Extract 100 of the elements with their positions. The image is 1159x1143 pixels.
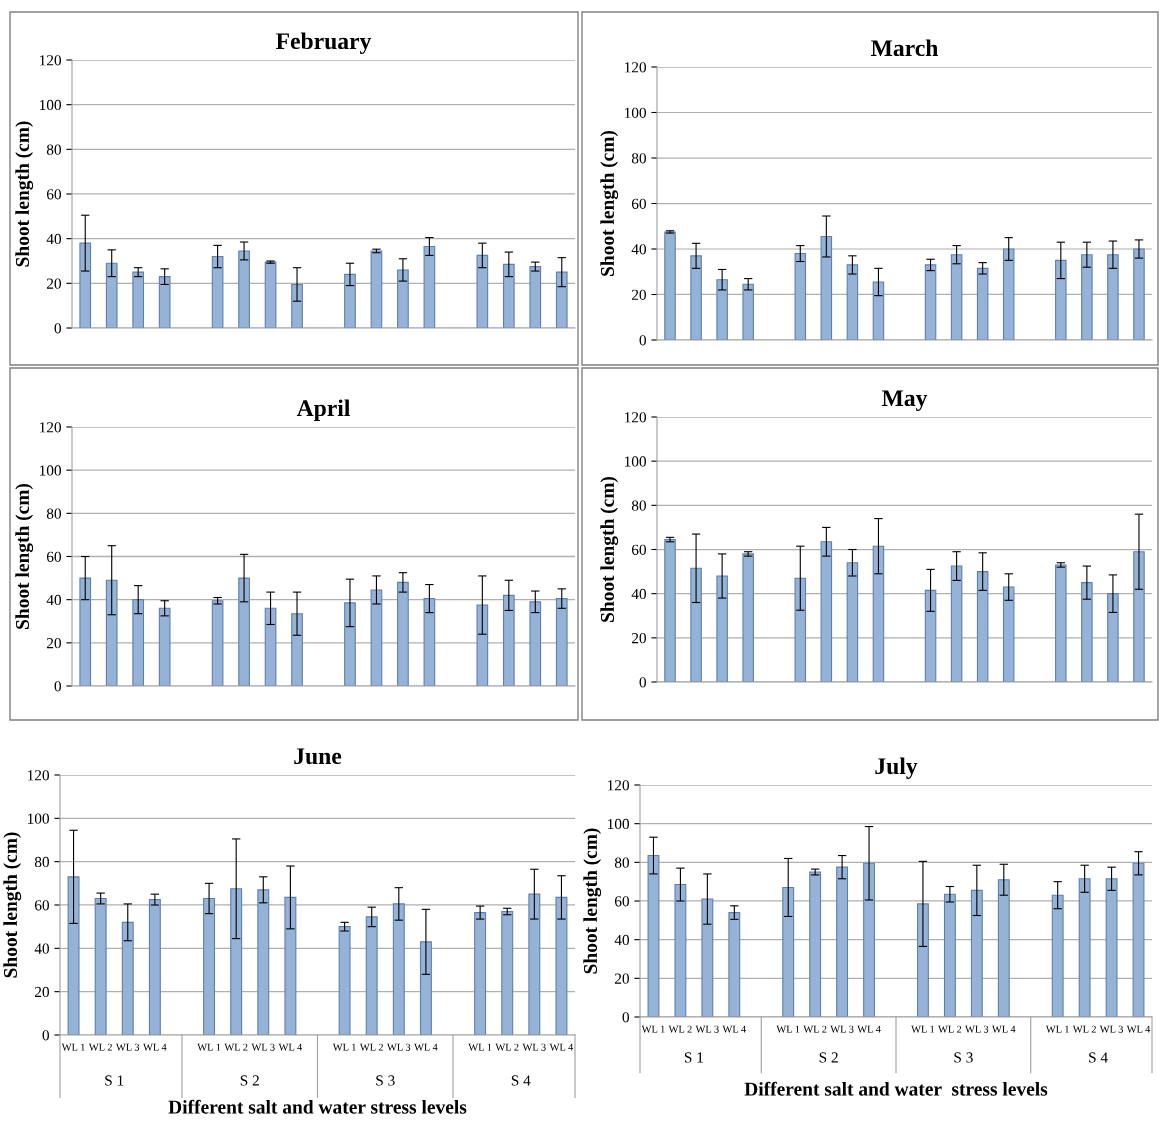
bar — [555, 598, 568, 686]
y-tick-label: 40 — [34, 943, 49, 954]
x-tick-label: WL 3 — [115, 1043, 140, 1051]
bar — [742, 283, 754, 340]
bar — [1081, 254, 1093, 340]
y-tick-label: 60 — [614, 896, 629, 907]
bar — [794, 252, 807, 340]
x-tick-label: WL 3 — [965, 1025, 989, 1033]
bar — [105, 262, 118, 328]
x-tick-label: WL 2 — [1072, 1025, 1096, 1033]
bar — [701, 898, 714, 1017]
x-tick-label: WL 1 — [61, 1043, 85, 1051]
bar — [132, 599, 145, 686]
y-tick-label: 40 — [46, 594, 61, 606]
bar — [211, 255, 224, 328]
bar — [79, 577, 92, 686]
y-axis-title: Shoot length (cm) — [15, 121, 34, 267]
bar — [529, 266, 542, 328]
bar — [79, 242, 92, 328]
y-tick-label: 20 — [614, 973, 629, 984]
x-tick-label: WL 3 — [251, 1043, 275, 1051]
text: S 1 — [105, 1075, 124, 1086]
bar — [872, 545, 885, 682]
bar — [105, 579, 118, 686]
y-tick-label: 40 — [631, 244, 646, 255]
bar — [647, 855, 660, 1017]
bar — [529, 601, 542, 686]
y-tick-label: 40 — [631, 588, 646, 600]
bar — [924, 264, 937, 340]
bar — [1002, 248, 1015, 340]
y-tick-label: 80 — [631, 153, 646, 164]
bar — [846, 264, 859, 340]
y-tick-label: 100 — [625, 456, 646, 467]
bar — [1132, 862, 1145, 1017]
bar — [863, 862, 875, 1017]
bar — [716, 575, 728, 682]
y-tick-label: 20 — [46, 637, 61, 649]
chart-title: April — [296, 399, 350, 421]
x-tick-label: WL 4 — [857, 1025, 881, 1033]
y-tick-label: 0 — [639, 335, 646, 346]
bar — [1105, 878, 1118, 1017]
bar — [924, 589, 937, 682]
y-tick-label: 40 — [614, 934, 629, 946]
bar — [211, 600, 224, 686]
bar — [1107, 254, 1119, 340]
x-tick-label: WL 2 — [224, 1043, 248, 1051]
bar — [94, 897, 107, 1035]
bar — [1055, 564, 1067, 682]
y-axis-title: Shoot length (cm) — [600, 130, 619, 276]
bar — [370, 589, 383, 686]
x-tick-label: WL 3 — [1099, 1025, 1123, 1033]
y-tick-label: 20 — [46, 278, 61, 289]
y-tick-label: 80 — [46, 144, 61, 155]
x-tick-label: WL 4 — [278, 1043, 303, 1051]
chart-title: June — [294, 748, 342, 765]
bar — [392, 903, 405, 1035]
y-tick-label: 40 — [46, 233, 61, 245]
y-axis-title: Shoot length (cm) — [583, 828, 602, 974]
bar — [846, 562, 859, 682]
y-tick-label: 120 — [28, 770, 49, 781]
bar — [419, 941, 432, 1035]
y-tick-label: 60 — [34, 900, 49, 911]
text: S 4 — [511, 1075, 531, 1086]
x-tick-label: WL 2 — [803, 1025, 827, 1033]
bar — [1002, 586, 1015, 682]
bar — [203, 897, 216, 1035]
bar — [976, 267, 989, 340]
x-tick-label: WL 2 — [495, 1043, 519, 1051]
bar — [238, 250, 250, 328]
x-tick-label: WL 2 — [938, 1025, 962, 1033]
x-tick-label: WL 4 — [722, 1025, 746, 1033]
bar — [1055, 259, 1067, 340]
bar — [1133, 248, 1145, 340]
bar — [476, 254, 489, 328]
bar — [365, 916, 378, 1035]
y-tick-label: 60 — [46, 551, 61, 562]
y-tick-label: 0 — [622, 1012, 629, 1023]
bar — [555, 271, 568, 328]
y-tick-label: 120 — [608, 780, 629, 791]
y-tick-label: 120 — [40, 422, 61, 433]
y-tick-label: 100 — [40, 99, 61, 111]
x-tick-label: WL 2 — [359, 1043, 383, 1051]
chart-title: March — [871, 39, 939, 57]
y-tick-label: 120 — [625, 62, 646, 73]
bar — [943, 893, 956, 1017]
bar — [674, 884, 687, 1017]
bar — [257, 889, 270, 1035]
x-tick-label: WL 2 — [668, 1025, 692, 1033]
x-tick-label: WL 1 — [776, 1025, 800, 1033]
chart-title: May — [881, 390, 928, 411]
x-tick-label: WL 1 — [911, 1025, 935, 1033]
x-tick-label: WL 4 — [991, 1025, 1016, 1033]
x-tick-label: WL 3 — [387, 1043, 411, 1051]
x-tick-label: WL 1 — [468, 1043, 492, 1051]
bar — [820, 235, 833, 340]
bar — [344, 602, 356, 686]
x-axis-title: Different salt and water stress levels — [168, 1099, 467, 1114]
bar — [67, 876, 80, 1035]
bar — [950, 254, 963, 340]
x-tick-label: WL 1 — [1045, 1025, 1069, 1033]
